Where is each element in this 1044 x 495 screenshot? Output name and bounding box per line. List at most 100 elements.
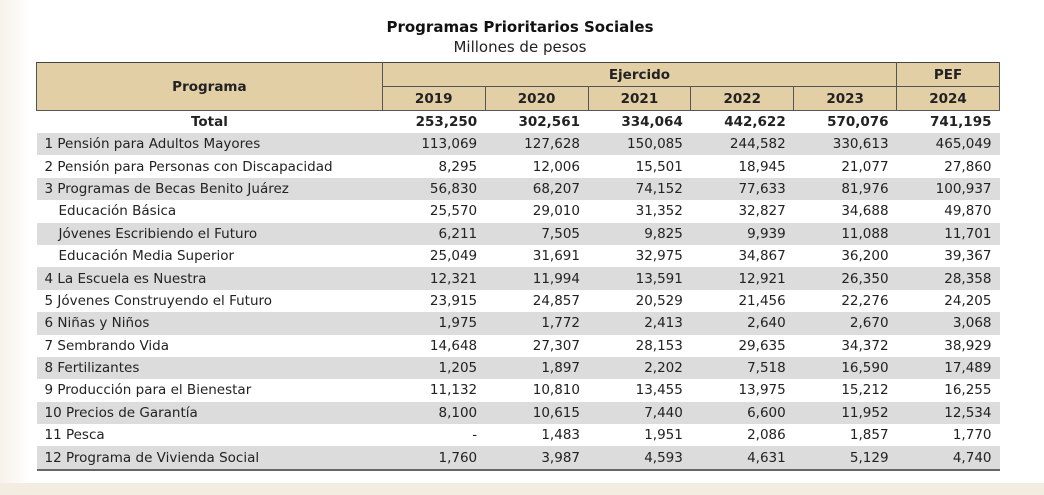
cell-value: 1,772 [485,312,588,335]
program-name: 4 La Escuela es Nuestra [36,267,383,290]
cell-value: 4,740 [896,446,1000,471]
cell-value: 4,631 [690,446,794,471]
program-name: 1 Pensión para Adultos Mayores [36,133,383,156]
table-row: 5 Jóvenes Construyendo el Futuro 23,915 24… [37,290,1000,312]
cell-value: 244,582 [690,133,794,156]
cell-value: 12,006 [532,158,580,175]
cell-value: 7,440 [588,401,691,425]
cell-value: 39,367 [944,248,992,265]
total-value: 302,561 [518,114,581,130]
table-row: 10 Precios de Garantía 8,100 10,615 7,440 6,… [36,401,1000,425]
cell-value: 26,350 [793,267,897,290]
cell-value: 81,976 [793,177,897,201]
cell-value: 68,207 [485,177,588,201]
cell-value: 29,010 [532,203,580,220]
cell-value: 3,068 [896,312,1000,335]
cell-value: 113,069 [382,133,486,156]
total-label: Total [190,114,228,130]
program-name: 7 Sembrando Vida [44,337,170,354]
table-row: 8 Fertilizantes 1,205 1,897 2,202 7,518 16,59… [36,356,1000,380]
header-year: 2020 [484,86,589,111]
program-name: Jóvenes Escribiendo el Futuro [36,222,383,245]
cell-value: 16,255 [944,382,992,399]
cell-value: 465,049 [896,133,1000,156]
cell-value: 15,212 [841,382,889,399]
header-year: 2024 [896,86,1000,111]
cell-value: 38,929 [944,337,992,354]
cell-value: 1,951 [644,427,683,444]
cell-value: 7,505 [485,222,588,245]
cell-value: 1,770 [952,427,992,444]
total-value: 570,076 [827,114,889,130]
cell-value: 10,810 [532,382,580,399]
cell-value: 74,152 [588,177,691,201]
table-row: Educación Básica 25,570 29,010 31,352 32,827… [37,200,1000,222]
program-name: 6 Niñas y Niños [36,312,383,335]
table-row: 4 La Escuela es Nuestra 12,321 11,994 13,59… [36,267,1000,290]
cell-value: 12,921 [690,267,794,290]
cell-value: 29,635 [738,337,786,354]
cell-value: 21,456 [738,292,786,309]
program-name: 11 Pesca [44,427,105,444]
table-row: 3 Programas de Becas Benito Juárez 56,830… [36,177,1000,201]
table-row: 7 Sembrando Vida 14,648 27,307 28,153 29,635… [37,335,1000,357]
cell-value: 11,994 [485,267,588,290]
cell-value: 12,534 [896,401,1000,425]
cell-value: 9,825 [588,222,691,245]
cell-value: 13,455 [635,382,683,399]
total-value: 253,250 [415,114,478,130]
header-year: 2023 [793,86,898,111]
cell-value: 10,615 [485,401,588,425]
cell-value: 13,975 [738,382,786,399]
program-name: 5 Jóvenes Construyendo el Futuro [44,292,273,309]
cell-value: 21,077 [841,158,889,175]
cell-value: 11,952 [793,401,897,425]
cell-value: 100,937 [896,177,1000,201]
cell-value: 56,830 [382,177,486,201]
table-row: 11 Pesca - 1,483 1,951 2,086 1,857 1,770 [37,424,1000,446]
cell-value: 7,518 [690,356,794,380]
cell-value: 16,590 [793,356,897,380]
cell-value: 6,211 [382,222,486,245]
program-name: 12 Programa de Vivienda Social [36,446,383,471]
cell-value: 32,827 [738,203,786,220]
table-row: 2 Pensión para Personas con Discapacidad… [37,155,1000,177]
cell-value: 31,691 [532,248,580,265]
cell-value: 11,132 [429,382,478,399]
cell-value: 1,483 [541,427,580,444]
cell-value: 2,640 [690,312,794,335]
header-programa: Programa [36,62,383,111]
cell-value: 2,202 [588,356,691,380]
cell-value: 8,100 [382,401,486,425]
total-value: 741,195 [930,114,992,130]
cell-value: 13,591 [588,267,691,290]
cell-value: 28,153 [635,337,683,354]
cell-value: 150,085 [588,133,691,156]
cell-value: 27,860 [944,158,992,175]
cell-value: 4,593 [588,446,691,471]
cell-value: 1,897 [485,356,588,380]
cell-value: 8,295 [438,158,478,175]
decorative-footer-strip [0,483,1044,495]
cell-value: 24,205 [944,292,992,309]
cell-value: 27,307 [532,337,580,354]
cell-value: 1,857 [849,427,889,444]
program-name: 9 Producción para el Bienestar [44,382,252,399]
cell-value: 25,570 [429,203,478,220]
page-subtitle: Millones de pesos [453,38,587,56]
cell-value: 36,200 [841,248,889,265]
cell-value: 9,939 [690,222,794,245]
cell-value: 14,648 [429,337,478,354]
cell-value: 31,352 [635,203,683,220]
header-year: 2022 [690,86,795,111]
program-name: 10 Precios de Garantía [36,401,383,425]
table-row: Jóvenes Escribiendo el Futuro 6,211 7,505 9… [36,222,1000,245]
decorative-background [0,0,30,495]
cell-value: 11,088 [793,222,897,245]
cell-value: 34,688 [841,203,889,220]
total-value: 442,622 [724,114,786,130]
table-row: 9 Producción para el Bienestar 11,132 10,8… [37,379,1000,401]
cell-value: 5,129 [793,446,897,471]
header-year: 2019 [381,86,486,111]
program-name: 8 Fertilizantes [36,356,383,380]
